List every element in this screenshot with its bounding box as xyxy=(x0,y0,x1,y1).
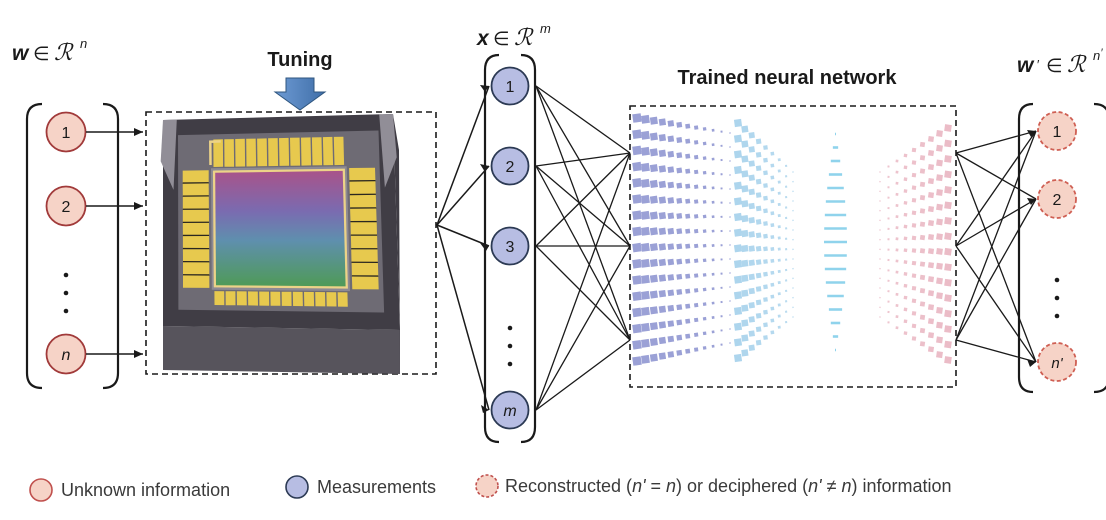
svg-text:n: n xyxy=(80,36,87,51)
svg-text:n': n' xyxy=(1051,355,1063,372)
svg-text:′: ′ xyxy=(1037,57,1040,72)
svg-text:2: 2 xyxy=(506,159,515,176)
svg-text:2: 2 xyxy=(62,199,71,216)
svg-text:1: 1 xyxy=(1053,124,1062,141)
svg-text:Trained neural network: Trained neural network xyxy=(678,67,898,89)
svg-text:′: ′ xyxy=(1101,47,1103,59)
svg-text:3: 3 xyxy=(506,239,515,256)
svg-text:m: m xyxy=(540,21,551,36)
svg-text:w: w xyxy=(12,42,30,65)
svg-text:1: 1 xyxy=(506,79,515,96)
svg-text:ℛ: ℛ xyxy=(514,25,534,50)
svg-text:Measurements: Measurements xyxy=(317,477,436,497)
svg-text:ℛ: ℛ xyxy=(1067,52,1087,77)
svg-text:∈: ∈ xyxy=(33,44,50,65)
svg-text:w: w xyxy=(1017,54,1035,77)
svg-text:2: 2 xyxy=(1053,192,1062,209)
svg-text:ℛ: ℛ xyxy=(54,40,74,65)
svg-text:n: n xyxy=(62,347,71,364)
svg-text:∈: ∈ xyxy=(1046,56,1063,77)
svg-text:1: 1 xyxy=(62,125,71,142)
svg-text:m: m xyxy=(503,403,516,420)
svg-text:Tuning: Tuning xyxy=(267,49,332,71)
svg-text:Reconstructed (n' = n) or deci: Reconstructed (n' = n) or deciphered (n'… xyxy=(505,476,952,496)
svg-text:Unknown information: Unknown information xyxy=(61,480,230,500)
svg-text:n: n xyxy=(1093,48,1100,63)
svg-text:∈: ∈ xyxy=(493,29,510,50)
svg-text:x: x xyxy=(476,27,490,50)
